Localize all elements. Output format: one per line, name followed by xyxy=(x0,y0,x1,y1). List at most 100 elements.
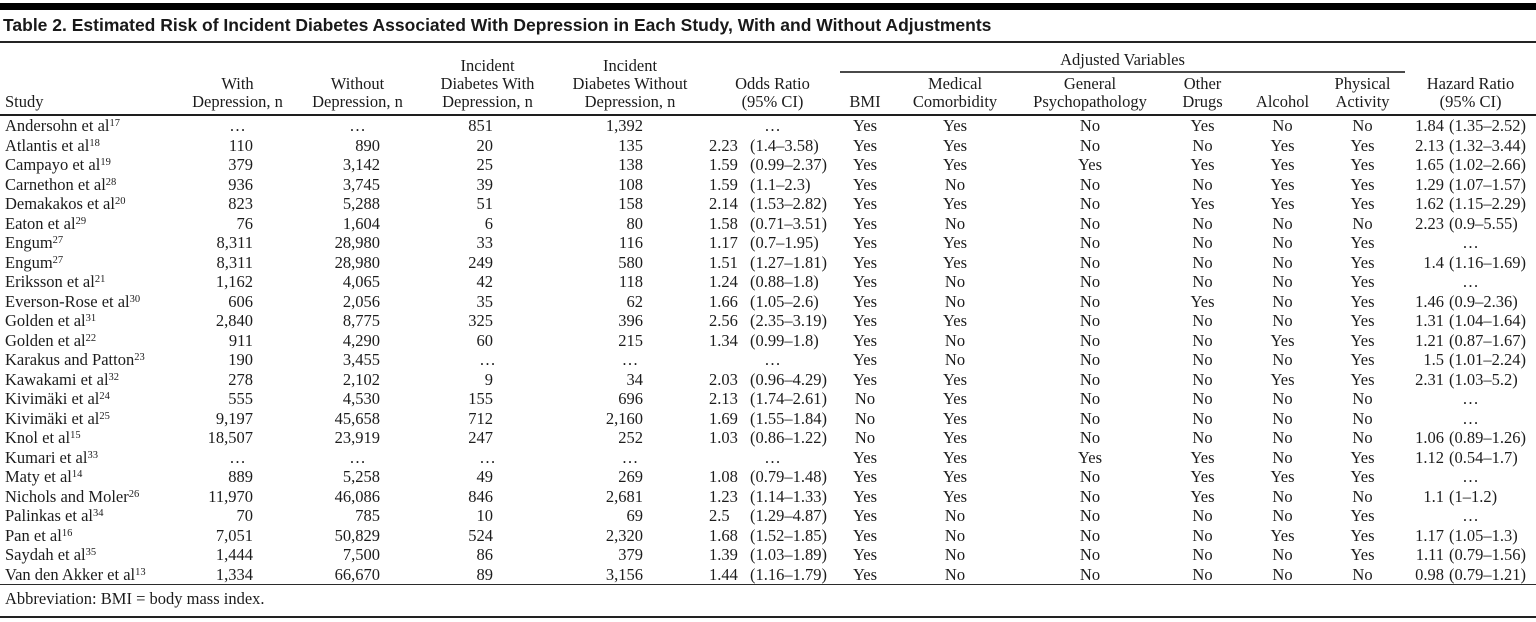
adjusted-variable-cell: No xyxy=(1079,194,1101,213)
adjusted-variable-cell: Yes xyxy=(1350,233,1375,252)
hazard-ratio-cell-estimate: 1.46 xyxy=(1415,291,1445,311)
col-header-incident-with: Incident Diabetes With Depression, n xyxy=(420,43,555,116)
citation-ref: 21 xyxy=(94,274,106,285)
count-cell: 1,444 xyxy=(215,545,253,564)
adjusted-variable-cell: No xyxy=(1272,291,1293,311)
citation-ref: 19 xyxy=(100,157,111,168)
odds-ratio-cell-ci: (1.1–2.3) xyxy=(750,174,811,194)
citation-ref: 33 xyxy=(87,449,98,461)
adjusted-variable-cell: Yes xyxy=(852,486,877,506)
odds-ratio-cell: 1.39 (1.03–1.89) xyxy=(705,545,840,565)
study-cell: Carnethon et al28 xyxy=(5,174,117,194)
adjusted-variable-cell: Yes xyxy=(852,525,877,545)
adjusted-variable-cell: No xyxy=(1272,408,1293,428)
count-cell: 325 xyxy=(468,311,493,330)
abbreviation-note: Abbreviation: BMI = body mass index. xyxy=(0,585,1536,618)
odds-ratio-cell-estimate: 1.59 xyxy=(709,174,738,194)
count-cell: 379 xyxy=(618,545,643,564)
top-rule xyxy=(0,3,1536,10)
adjusted-variable-cell: No xyxy=(854,389,876,408)
hazard-ratio-cell-estimate: 1.17 xyxy=(1415,525,1445,545)
adjusted-variable-cell: No xyxy=(1352,408,1373,428)
count-cell: 46,086 xyxy=(334,486,380,506)
adjusted-variable-cell: No xyxy=(1079,408,1101,428)
hazard-ratio-cell-ci: (1.35–2.52) xyxy=(1449,116,1527,135)
citation-ref: 29 xyxy=(75,215,87,227)
adjusted-variable-cell: No xyxy=(1192,272,1213,291)
count-cell: 25 xyxy=(476,155,494,174)
adjusted-variable-cell: Yes xyxy=(852,252,877,272)
citation-ref: 27 xyxy=(52,254,64,266)
hazard-ratio-cell-estimate: 1.29 xyxy=(1415,174,1445,194)
adjusted-variable-cell: No xyxy=(1079,213,1101,233)
odds-ratio-cell-ci: (0.79–1.48) xyxy=(750,467,827,486)
count-cell: 76 xyxy=(236,213,254,233)
count-cell: … xyxy=(479,447,496,467)
count-cell: 50,829 xyxy=(334,525,380,545)
table-row: Eaton et al29 76 1,604 6 80 1.58 (0.71–3.51) Ye… xyxy=(0,214,1536,234)
odds-ratio-cell-ci: (1.16–1.79) xyxy=(750,564,827,584)
count-cell: 190 xyxy=(228,350,253,369)
count-cell: 10 xyxy=(476,506,494,525)
count-cell: 9 xyxy=(484,369,493,389)
odds-ratio-cell-estimate: 2.56 xyxy=(709,311,738,330)
count-cell: 5,288 xyxy=(342,194,380,213)
study-cell: Eaton et al29 xyxy=(5,213,87,233)
count-cell: 3,455 xyxy=(342,350,380,369)
hazard-ratio-cell-ci: (1.02–2.66) xyxy=(1449,155,1527,174)
adjusted-variable-cell: Yes xyxy=(852,369,877,389)
odds-ratio-cell-ci: (0.71–3.51) xyxy=(750,213,827,233)
hazard-ratio-cell-estimate: 1.12 xyxy=(1415,447,1445,467)
count-cell: 69 xyxy=(626,506,644,525)
count-cell: 846 xyxy=(468,486,493,506)
adjusted-variable-cell: No xyxy=(1079,233,1101,252)
col-header-alcohol: Alcohol xyxy=(1245,72,1320,116)
hazard-ratio-cell-ci: (1.07–1.57) xyxy=(1449,174,1527,194)
hazard-ratio-cell: 1.4 (1.16–1.69) xyxy=(1405,253,1536,273)
hazard-ratio-cell-estimate: 0.98 xyxy=(1415,564,1445,584)
count-cell: 712 xyxy=(468,408,493,428)
odds-ratio-cell-ci: (1.55–1.84) xyxy=(750,408,827,428)
count-cell: 580 xyxy=(618,252,643,272)
table-row: Demakakos et al20 823 5,288 51 158 2.14 (1.53–… xyxy=(0,194,1536,214)
citation-ref: 17 xyxy=(109,118,120,129)
adjusted-variable-cell: Yes xyxy=(942,135,967,155)
odds-ratio-cell-estimate: 2.23 xyxy=(709,135,738,155)
study-cell: Pan et al16 xyxy=(5,525,73,545)
study-cell: Andersohn et al17 xyxy=(5,116,120,135)
adjusted-variable-cell: Yes xyxy=(852,467,877,486)
adjusted-variable-cell: No xyxy=(1079,135,1101,155)
adjusted-variable-cell: Yes xyxy=(1270,155,1295,174)
adjusted-variable-cell: Yes xyxy=(1350,252,1375,272)
adjusted-variable-cell: Yes xyxy=(942,369,967,389)
count-cell: 269 xyxy=(618,467,643,486)
count-cell: 28,980 xyxy=(334,252,380,272)
adjusted-variable-cell: No xyxy=(1079,311,1101,330)
count-cell: 823 xyxy=(228,194,253,213)
count-cell: 158 xyxy=(618,194,643,213)
odds-ratio-cell: 1.17 (0.7–1.95) xyxy=(705,233,840,253)
hazard-ratio-cell-ci: (0.9–2.36) xyxy=(1449,291,1518,311)
count-cell: 785 xyxy=(355,506,380,525)
odds-ratio-cell: 1.59 (0.99–2.37) xyxy=(705,155,840,175)
adjusted-variable-cell: Yes xyxy=(1190,447,1215,467)
odds-ratio-cell-estimate: 1.59 xyxy=(709,155,738,174)
odds-ratio-cell-estimate: 2.5 xyxy=(709,506,730,525)
adjusted-variable-cell: Yes xyxy=(942,194,967,213)
hazard-ratio-cell: 2.13 (1.32–3.44) xyxy=(1405,136,1536,156)
adjusted-variable-cell: Yes xyxy=(942,233,967,252)
odds-ratio-cell-estimate: 1.44 xyxy=(709,564,738,584)
hazard-ratio-cell: 1.84 (1.35–2.52) xyxy=(1405,115,1536,136)
col-header-other-drugs: Other Drugs xyxy=(1160,72,1245,116)
hazard-ratio-cell-ci: (1.04–1.64) xyxy=(1449,311,1527,330)
adjusted-variable-cell: No xyxy=(1079,330,1101,350)
adjusted-variable-cell: No xyxy=(1272,252,1293,272)
citation-ref: 27 xyxy=(52,235,64,246)
odds-ratio-cell: 2.03 (0.96–4.29) xyxy=(705,370,840,390)
odds-ratio-cell-estimate: 2.13 xyxy=(709,389,738,408)
count-cell: 396 xyxy=(618,311,643,330)
odds-ratio-cell-estimate: 1.58 xyxy=(709,213,738,233)
study-cell: Engum27 xyxy=(5,233,64,252)
odds-ratio-cell: 1.34 (0.99–1.8) xyxy=(705,331,840,351)
count-cell: 39 xyxy=(476,174,494,194)
